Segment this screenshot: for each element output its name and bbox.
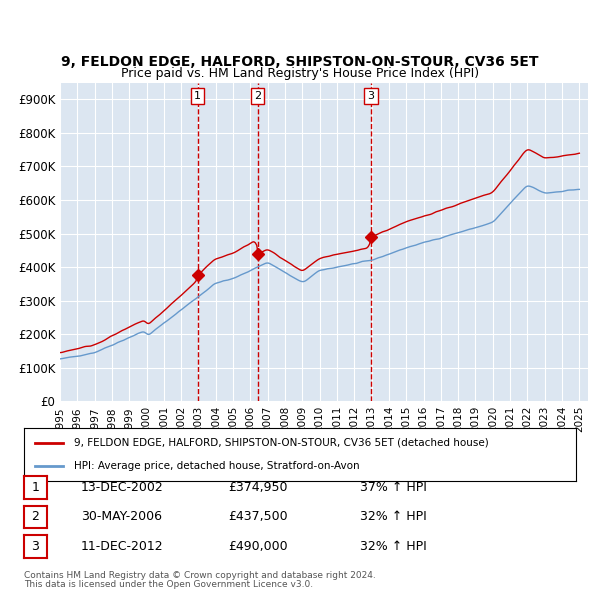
Text: 9, FELDON EDGE, HALFORD, SHIPSTON-ON-STOUR, CV36 5ET: 9, FELDON EDGE, HALFORD, SHIPSTON-ON-STO…: [61, 55, 539, 69]
Text: 30-MAY-2006: 30-MAY-2006: [81, 510, 162, 523]
Text: 2: 2: [254, 91, 261, 101]
Text: Contains HM Land Registry data © Crown copyright and database right 2024.: Contains HM Land Registry data © Crown c…: [24, 571, 376, 580]
Text: Price paid vs. HM Land Registry's House Price Index (HPI): Price paid vs. HM Land Registry's House …: [121, 67, 479, 80]
Text: 11-DEC-2012: 11-DEC-2012: [81, 540, 164, 553]
Text: £490,000: £490,000: [228, 540, 287, 553]
Text: 3: 3: [367, 91, 374, 101]
Text: £374,950: £374,950: [228, 481, 287, 494]
Text: 2: 2: [31, 510, 40, 523]
Text: 1: 1: [194, 91, 201, 101]
Text: 37% ↑ HPI: 37% ↑ HPI: [360, 481, 427, 494]
Text: 9, FELDON EDGE, HALFORD, SHIPSTON-ON-STOUR, CV36 5ET (detached house): 9, FELDON EDGE, HALFORD, SHIPSTON-ON-STO…: [74, 438, 488, 448]
Text: 13-DEC-2002: 13-DEC-2002: [81, 481, 164, 494]
Text: 1: 1: [31, 481, 40, 494]
Text: 32% ↑ HPI: 32% ↑ HPI: [360, 510, 427, 523]
Text: This data is licensed under the Open Government Licence v3.0.: This data is licensed under the Open Gov…: [24, 579, 313, 589]
Text: HPI: Average price, detached house, Stratford-on-Avon: HPI: Average price, detached house, Stra…: [74, 461, 359, 471]
Text: 32% ↑ HPI: 32% ↑ HPI: [360, 540, 427, 553]
Text: £437,500: £437,500: [228, 510, 287, 523]
Text: 3: 3: [31, 540, 40, 553]
